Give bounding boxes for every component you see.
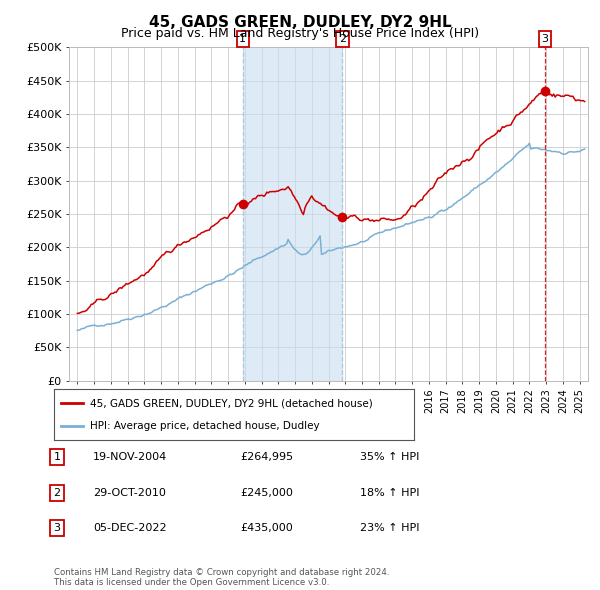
Text: HPI: Average price, detached house, Dudley: HPI: Average price, detached house, Dudl… <box>90 421 320 431</box>
Text: 45, GADS GREEN, DUDLEY, DY2 9HL (detached house): 45, GADS GREEN, DUDLEY, DY2 9HL (detache… <box>90 398 373 408</box>
Text: Contains HM Land Registry data © Crown copyright and database right 2024.
This d: Contains HM Land Registry data © Crown c… <box>54 568 389 587</box>
Text: 19-NOV-2004: 19-NOV-2004 <box>93 453 167 462</box>
Bar <box>243 47 343 381</box>
Text: 23% ↑ HPI: 23% ↑ HPI <box>360 523 419 533</box>
Text: £264,995: £264,995 <box>240 453 293 462</box>
Text: 3: 3 <box>53 523 61 533</box>
Text: 1: 1 <box>53 453 61 462</box>
Text: £245,000: £245,000 <box>240 488 293 497</box>
Text: 35% ↑ HPI: 35% ↑ HPI <box>360 453 419 462</box>
Text: 05-DEC-2022: 05-DEC-2022 <box>93 523 167 533</box>
Text: £435,000: £435,000 <box>240 523 293 533</box>
Text: 3: 3 <box>541 34 548 44</box>
Text: Price paid vs. HM Land Registry's House Price Index (HPI): Price paid vs. HM Land Registry's House … <box>121 27 479 40</box>
Text: 45, GADS GREEN, DUDLEY, DY2 9HL: 45, GADS GREEN, DUDLEY, DY2 9HL <box>149 15 451 30</box>
Text: 2: 2 <box>53 488 61 497</box>
Text: 2: 2 <box>339 34 346 44</box>
Text: 18% ↑ HPI: 18% ↑ HPI <box>360 488 419 497</box>
Text: 1: 1 <box>239 34 246 44</box>
Text: 29-OCT-2010: 29-OCT-2010 <box>93 488 166 497</box>
